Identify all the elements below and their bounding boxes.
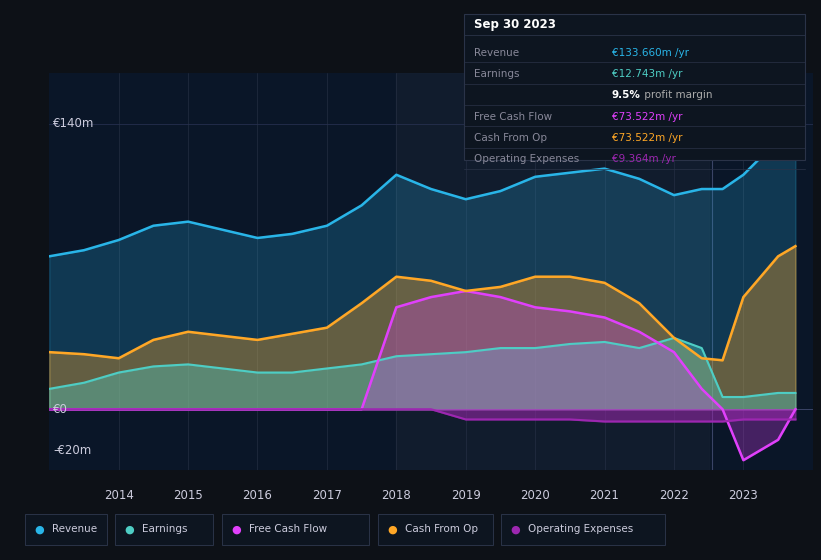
Text: Free Cash Flow: Free Cash Flow (474, 111, 552, 122)
Text: 2018: 2018 (382, 489, 411, 502)
Bar (397, 73, 709, 470)
Text: Free Cash Flow: Free Cash Flow (249, 524, 327, 534)
Text: €73.522m /yr: €73.522m /yr (612, 111, 682, 122)
Text: 2015: 2015 (173, 489, 203, 502)
Text: 2017: 2017 (312, 489, 342, 502)
Text: 2023: 2023 (728, 489, 759, 502)
Text: €133.660m /yr: €133.660m /yr (612, 48, 689, 58)
Text: Revenue: Revenue (52, 524, 97, 534)
Text: 2022: 2022 (659, 489, 689, 502)
Text: 2019: 2019 (451, 489, 480, 502)
Text: 9.5%: 9.5% (612, 90, 640, 100)
Text: ●: ● (232, 524, 241, 534)
Text: 2021: 2021 (589, 489, 620, 502)
Text: ●: ● (125, 524, 135, 534)
Text: €0: €0 (53, 403, 68, 416)
Text: Cash From Op: Cash From Op (405, 524, 478, 534)
Text: Sep 30 2023: Sep 30 2023 (474, 18, 556, 31)
Text: 2016: 2016 (242, 489, 273, 502)
Text: ●: ● (388, 524, 397, 534)
Text: -€20m: -€20m (53, 444, 91, 456)
Text: 2014: 2014 (103, 489, 134, 502)
Text: ●: ● (34, 524, 44, 534)
Text: Cash From Op: Cash From Op (474, 133, 547, 143)
Text: €9.364m /yr: €9.364m /yr (612, 154, 676, 164)
Text: profit margin: profit margin (641, 90, 713, 100)
Text: €12.743m /yr: €12.743m /yr (612, 69, 682, 79)
Text: Operating Expenses: Operating Expenses (474, 154, 579, 164)
Text: Revenue: Revenue (474, 48, 519, 58)
Text: €73.522m /yr: €73.522m /yr (612, 133, 682, 143)
Text: Earnings: Earnings (474, 69, 519, 79)
Text: Operating Expenses: Operating Expenses (528, 524, 633, 534)
Text: ●: ● (511, 524, 521, 534)
Text: €140m: €140m (53, 117, 94, 130)
Text: 2020: 2020 (521, 489, 550, 502)
Text: Earnings: Earnings (142, 524, 187, 534)
